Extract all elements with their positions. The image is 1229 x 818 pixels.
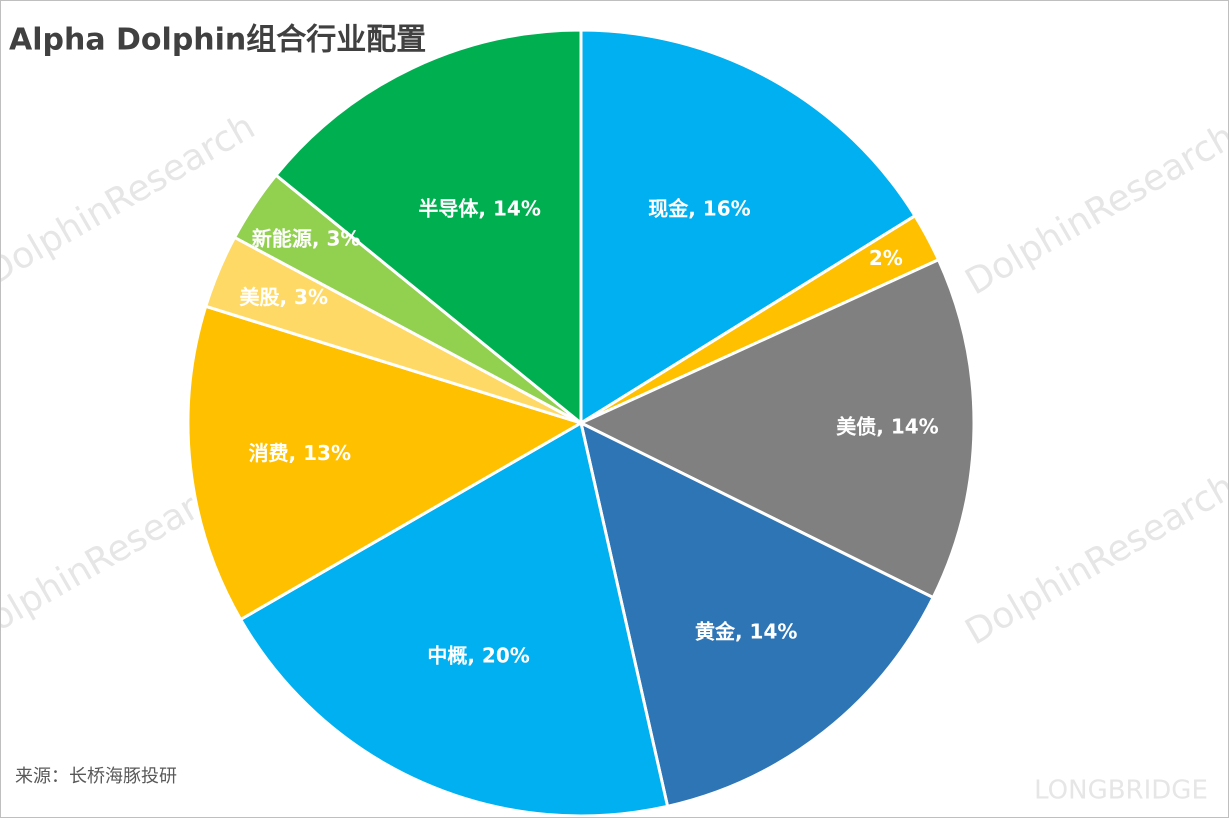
watermark: DolphinResearch [959, 116, 1228, 303]
pie: 现金, 16% 2% 美债, 14% 黄金, 14% 中概, 20% 消费, 13% 美股,… [186, 28, 976, 817]
data-label: 2% [869, 246, 903, 270]
data-label: 消费, 13% [249, 441, 351, 465]
pie-slice [186, 304, 585, 622]
pie-slice [579, 28, 918, 426]
pie-slice [577, 257, 976, 600]
source-note: 来源：长桥海豚投研 [15, 766, 177, 787]
watermark: DolphinResearch [959, 466, 1228, 653]
pie-slice [238, 420, 670, 817]
data-label: 半导体, 14% [418, 197, 540, 221]
data-label: 现金, 16% [648, 197, 750, 221]
chart-title: Alpha Dolphin组合行业配置 [9, 23, 426, 58]
data-label: 美债, 14% [836, 414, 938, 438]
pie-slice [578, 420, 936, 809]
data-label: 黄金, 14% [695, 620, 797, 644]
watermark: LONGBRIDGE [1034, 776, 1208, 806]
data-label: 中概, 20% [427, 644, 529, 668]
pie-slice [273, 28, 583, 427]
data-label: 美股, 3% [240, 285, 329, 309]
data-label: 新能源, 3% [252, 227, 361, 251]
